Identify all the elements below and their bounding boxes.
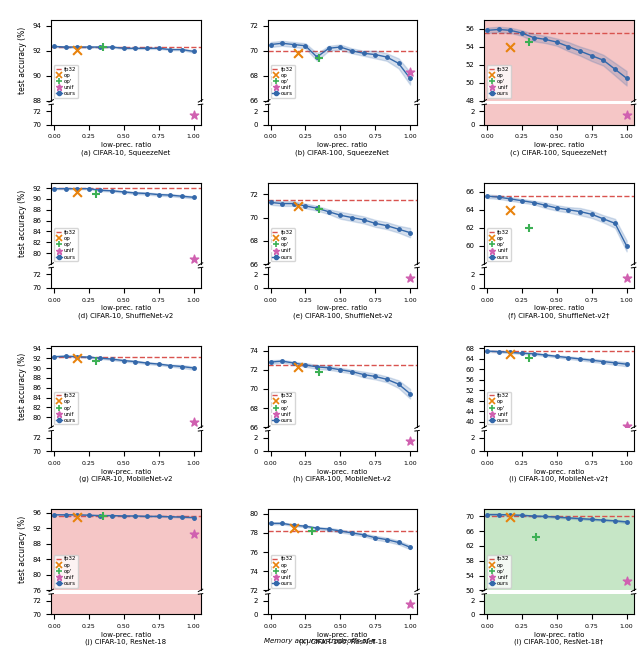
Legend: fp32, op, op', unif, ours: fp32, op, op', unif, ours <box>487 392 511 424</box>
X-axis label: low-prec. ratio
(i) CIFAR-100, MobileNet-v2†: low-prec. ratio (i) CIFAR-100, MobileNet… <box>509 469 609 482</box>
Point <box>505 512 515 523</box>
Point <box>621 576 632 586</box>
Point <box>289 523 299 534</box>
Text: Memory accuracy tradeoffs of π: Memory accuracy tradeoffs of π <box>264 638 376 645</box>
X-axis label: low-prec. ratio
(f) CIFAR-100, ShuffleNet-v2†: low-prec. ratio (f) CIFAR-100, ShuffleNe… <box>508 306 610 319</box>
Point <box>293 48 303 58</box>
Point <box>505 205 515 215</box>
Legend: fp32, op, op', unif, ours: fp32, op, op', unif, ours <box>271 392 294 424</box>
Point <box>188 417 198 428</box>
Y-axis label: test accuracy (%): test accuracy (%) <box>18 516 27 583</box>
Legend: fp32, op, op', unif, ours: fp32, op, op', unif, ours <box>54 65 78 98</box>
Point <box>524 37 534 47</box>
Point <box>524 223 534 233</box>
Point <box>314 367 324 377</box>
Point <box>91 356 101 366</box>
X-axis label: low-prec. ratio
(a) CIFAR-10, SqueezeNet: low-prec. ratio (a) CIFAR-10, SqueezeNet <box>81 142 170 156</box>
Point <box>72 187 83 197</box>
Y-axis label: test accuracy (%): test accuracy (%) <box>18 27 27 94</box>
Point <box>314 204 324 214</box>
X-axis label: low-prec. ratio
(j) CIFAR-10, ResNet-18: low-prec. ratio (j) CIFAR-10, ResNet-18 <box>85 632 166 645</box>
Point <box>621 421 632 431</box>
Legend: fp32, op, op', unif, ours: fp32, op, op', unif, ours <box>271 65 294 98</box>
Legend: fp32, op, op', unif, ours: fp32, op, op', unif, ours <box>54 228 78 261</box>
Point <box>307 526 317 536</box>
X-axis label: low-prec. ratio
(b) CIFAR-100, SqueezeNet: low-prec. ratio (b) CIFAR-100, SqueezeNe… <box>296 142 389 156</box>
X-axis label: low-prec. ratio
(e) CIFAR-100, ShuffleNet-v2: low-prec. ratio (e) CIFAR-100, ShuffleNe… <box>292 306 392 319</box>
Legend: fp32, op, op', unif, ours: fp32, op, op', unif, ours <box>487 228 511 261</box>
Point <box>314 53 324 64</box>
Point <box>72 512 83 522</box>
Y-axis label: test accuracy (%): test accuracy (%) <box>18 190 27 257</box>
Point <box>505 348 515 359</box>
Point <box>621 272 632 283</box>
Legend: fp32, op, op', unif, ours: fp32, op, op', unif, ours <box>487 555 511 588</box>
X-axis label: low-prec. ratio
(h) CIFAR-100, MobileNet-v2: low-prec. ratio (h) CIFAR-100, MobileNet… <box>293 469 392 482</box>
Point <box>524 352 534 363</box>
Point <box>505 42 515 52</box>
Point <box>405 599 415 609</box>
Legend: fp32, op, op', unif, ours: fp32, op, op', unif, ours <box>54 392 78 424</box>
Point <box>98 42 108 52</box>
Point <box>188 109 198 120</box>
Legend: fp32, op, op', unif, ours: fp32, op, op', unif, ours <box>54 555 78 588</box>
Point <box>405 436 415 446</box>
Y-axis label: test accuracy (%): test accuracy (%) <box>18 353 27 420</box>
Point <box>405 67 415 77</box>
Point <box>91 189 101 200</box>
Legend: fp32, op, op', unif, ours: fp32, op, op', unif, ours <box>271 555 294 588</box>
Point <box>293 361 303 372</box>
Point <box>98 511 108 521</box>
X-axis label: low-prec. ratio
(k) CIFAR-100, ResNet-18: low-prec. ratio (k) CIFAR-100, ResNet-18 <box>298 632 387 645</box>
Point <box>405 272 415 283</box>
Point <box>188 254 198 264</box>
Point <box>72 353 83 363</box>
Point <box>293 201 303 211</box>
X-axis label: low-prec. ratio
(c) CIFAR-100, SqueezeNet†: low-prec. ratio (c) CIFAR-100, SqueezeNe… <box>511 142 607 156</box>
Point <box>621 109 632 120</box>
Point <box>188 529 198 539</box>
Legend: fp32, op, op', unif, ours: fp32, op, op', unif, ours <box>487 65 511 98</box>
Point <box>531 532 541 542</box>
Point <box>72 44 83 55</box>
Legend: fp32, op, op', unif, ours: fp32, op, op', unif, ours <box>271 228 294 261</box>
X-axis label: low-prec. ratio
(d) CIFAR-10, ShuffleNet-v2: low-prec. ratio (d) CIFAR-10, ShuffleNet… <box>78 306 173 319</box>
X-axis label: low-prec. ratio
(g) CIFAR-10, MobileNet-v2: low-prec. ratio (g) CIFAR-10, MobileNet-… <box>79 469 173 482</box>
X-axis label: low-prec. ratio
(l) CIFAR-100, ResNet-18†: low-prec. ratio (l) CIFAR-100, ResNet-18… <box>515 632 604 645</box>
